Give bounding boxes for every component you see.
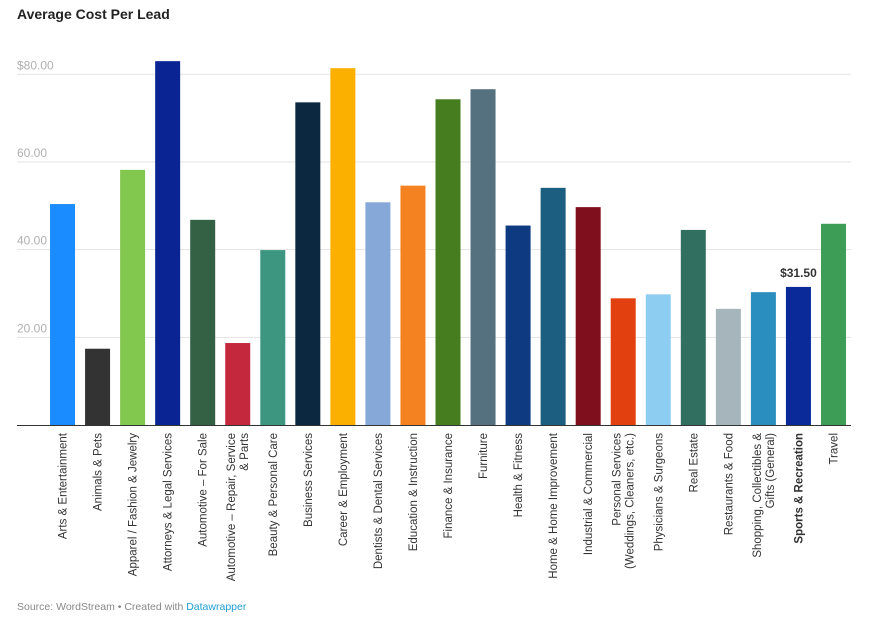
x-tick-label-line: Apparel / Fashion & Jewelry (128, 433, 140, 576)
chart-title: Average Cost Per Lead (17, 6, 170, 22)
y-tick-label: 20.00 (17, 321, 47, 335)
x-tick-label: Furniture (478, 433, 490, 479)
x-tick-label-line: Personal Services (612, 433, 624, 526)
bar[interactable] (575, 207, 601, 425)
x-tick-label-line: Beauty & Personal Care (268, 433, 280, 556)
bar[interactable] (50, 204, 76, 425)
x-tick-label-line: Finance & Insurance (443, 433, 455, 538)
bar[interactable] (715, 308, 741, 425)
x-tick-label: Career & Employment (338, 432, 350, 546)
x-tick-label: Automotive – For Sale (198, 433, 210, 547)
bar[interactable] (365, 202, 391, 425)
x-tick-label: Finance & Insurance (443, 433, 455, 538)
x-tick-label: Beauty & Personal Care (268, 433, 280, 556)
bar[interactable] (505, 225, 531, 425)
bar[interactable] (750, 292, 776, 425)
footer: Source: WordStream • Created with Datawr… (17, 601, 246, 613)
source-note: Source: WordStream • Created with (17, 601, 187, 613)
bar[interactable] (785, 286, 811, 425)
x-tick-label-line: Travel (828, 433, 840, 465)
x-tick-label-line: & Parts (239, 433, 251, 471)
x-tick-label-line: Shopping, Collectibles & (752, 433, 764, 558)
x-tick-label-line: Dentists & Dental Services (373, 433, 385, 569)
annotations: $31.50 (780, 266, 817, 280)
x-tick-label-line: Automotive – For Sale (198, 433, 210, 547)
x-tick-label-line: Sports & Recreation (793, 433, 805, 544)
bar[interactable] (400, 185, 426, 425)
bar[interactable] (645, 294, 671, 425)
x-tick-label-line: Health & Fitness (513, 433, 525, 518)
x-tick-label: Arts & Entertainment (58, 432, 70, 539)
x-tick-label-line: Career & Employment (338, 432, 350, 546)
x-tick-label: Shopping, Collectibles &Gifts (General) (752, 433, 777, 558)
bar[interactable] (225, 343, 251, 425)
x-tick-label-line: Animals & Pets (93, 433, 105, 511)
bar[interactable] (190, 219, 216, 425)
bar[interactable] (820, 223, 846, 425)
x-tick-label-line: (Weddings, Cleaners, etc.) (625, 433, 637, 569)
x-tick-label: Business Services (303, 433, 315, 527)
x-tick-label: Attorneys & Legal Services (163, 433, 175, 571)
x-tick-label-line: Furniture (478, 433, 490, 479)
datawrapper-link[interactable]: Datawrapper (186, 601, 247, 613)
bar[interactable] (680, 229, 706, 425)
bar[interactable] (295, 102, 321, 425)
x-tick-label: Personal Services(Weddings, Cleaners, et… (612, 433, 637, 569)
x-tick-label: Education & Instruction (408, 433, 420, 551)
x-tick-label-line: Automotive – Repair, Service (226, 433, 238, 581)
y-tick-labels: $80.00 60.00 40.00 20.00 (17, 58, 54, 335)
x-tick-label: Animals & Pets (93, 433, 105, 511)
bar[interactable] (540, 187, 566, 425)
x-tick-label: Real Estate (688, 433, 700, 492)
x-tick-label-line: Attorneys & Legal Services (163, 433, 175, 571)
x-tick-labels: Arts & Entertainment Animals & Pets Appare… (58, 432, 841, 581)
x-tick-label-line: Education & Instruction (408, 433, 420, 551)
x-tick-label-line: Physicians & Surgeons (653, 433, 665, 552)
bar[interactable] (610, 298, 636, 425)
x-tick-label-line: Gifts (General) (765, 433, 777, 509)
x-tick-label: Dentists & Dental Services (373, 433, 385, 569)
x-tick-label: Automotive – Repair, Service& Parts (226, 433, 251, 582)
x-tick-label: Physicians & Surgeons (653, 433, 665, 552)
x-tick-label: Industrial & Commercial (583, 433, 595, 555)
x-tick-label: Restaurants & Food (723, 433, 735, 535)
x-tick-label: Apparel / Fashion & Jewelry (128, 433, 140, 576)
y-tick-label: $80.00 (17, 58, 54, 72)
x-tick-label-line: Arts & Entertainment (58, 432, 70, 539)
x-tick-label-line: Real Estate (688, 433, 700, 492)
x-tick-label-line: Restaurants & Food (723, 433, 735, 535)
bar[interactable] (260, 250, 286, 425)
x-tick-label-line: Industrial & Commercial (583, 433, 595, 555)
bar[interactable] (470, 89, 496, 426)
bar[interactable] (330, 68, 356, 426)
x-tick-label-line: Business Services (303, 433, 315, 527)
bar[interactable] (120, 169, 146, 425)
data-label: $31.50 (780, 266, 817, 280)
bar[interactable] (435, 99, 461, 425)
gridlines (17, 73, 851, 426)
bars (50, 61, 846, 426)
y-tick-label: 60.00 (17, 146, 47, 160)
x-tick-label: Travel (828, 433, 840, 465)
x-tick-label: Sports & Recreation (793, 433, 805, 544)
y-tick-label: 40.00 (17, 234, 47, 248)
bar[interactable] (155, 61, 181, 426)
x-tick-label: Home & Home Improvement (548, 432, 560, 579)
x-tick-label: Health & Fitness (513, 433, 525, 518)
bar[interactable] (85, 348, 111, 425)
x-tick-label-line: Home & Home Improvement (548, 432, 560, 579)
